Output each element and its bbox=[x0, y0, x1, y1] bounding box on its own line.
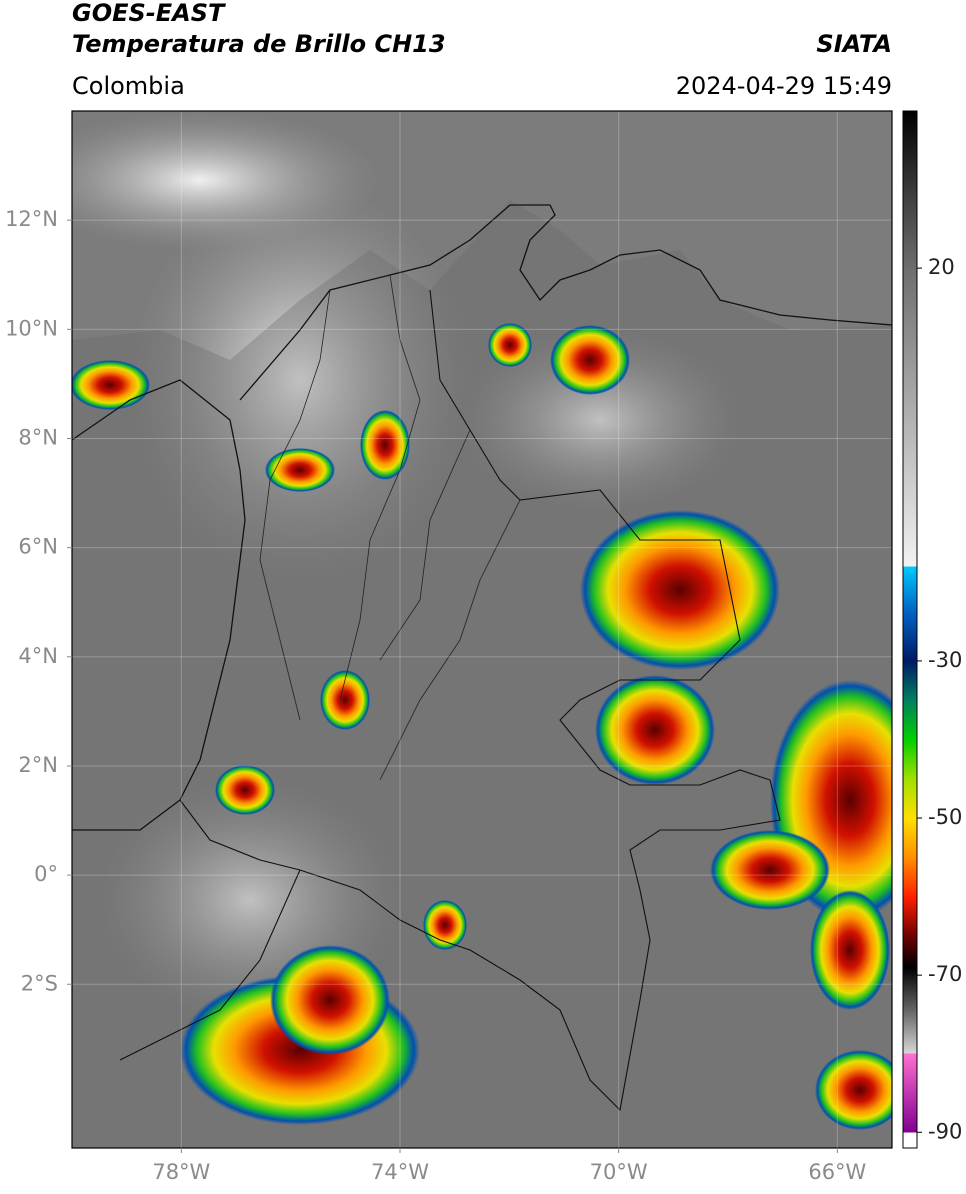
colorbar-tick-label: -70 bbox=[928, 962, 962, 986]
cloud bbox=[460, 330, 740, 510]
y-tick-label: 2°S bbox=[21, 971, 58, 995]
storm bbox=[215, 765, 275, 815]
land bbox=[72, 200, 892, 1148]
storm bbox=[265, 448, 335, 492]
storm bbox=[270, 945, 390, 1055]
satellite: GOES-EAST bbox=[72, 0, 226, 27]
y-tick-label: 8°N bbox=[18, 425, 58, 449]
colorbar-tick-label: 20 bbox=[928, 255, 955, 279]
x-tick-label: 78°W bbox=[152, 1160, 210, 1184]
satellite-image bbox=[72, 111, 892, 1148]
y-tick-label: 6°N bbox=[18, 535, 58, 559]
map-frame bbox=[71, 110, 893, 1149]
graticule bbox=[72, 111, 892, 1148]
y-tick-label: 10°N bbox=[5, 316, 58, 340]
datetime: 2024-04-29 15:49 bbox=[676, 72, 892, 100]
storm bbox=[320, 670, 370, 730]
storm bbox=[423, 900, 467, 950]
border bbox=[119, 869, 301, 1061]
storm bbox=[550, 325, 630, 395]
department-border bbox=[259, 274, 521, 781]
storm bbox=[580, 510, 780, 670]
product: Temperatura de Brillo CH13 bbox=[72, 30, 446, 58]
storm bbox=[810, 890, 890, 1010]
x-tick-label: 66°W bbox=[808, 1160, 866, 1184]
colorbar-tick-label: -90 bbox=[928, 1119, 962, 1143]
cloud bbox=[72, 111, 380, 250]
source: SIATA bbox=[816, 30, 892, 58]
x-tick-label: 70°W bbox=[590, 1160, 648, 1184]
region: Colombia bbox=[72, 72, 185, 100]
storm bbox=[595, 675, 715, 785]
x-tick-label: 74°W bbox=[371, 1160, 429, 1184]
border bbox=[179, 289, 781, 1112]
coastline bbox=[239, 204, 892, 401]
colorbar bbox=[902, 110, 918, 1149]
colorbar-tick-label: -30 bbox=[928, 648, 962, 672]
storm bbox=[360, 410, 410, 480]
colorbar-tick-label: -50 bbox=[928, 805, 962, 829]
y-tick-label: 0° bbox=[34, 862, 58, 886]
y-tick-label: 12°N bbox=[5, 207, 58, 231]
storm bbox=[72, 360, 150, 410]
storm bbox=[488, 323, 532, 367]
y-tick-label: 2°N bbox=[18, 753, 58, 777]
storm bbox=[815, 1050, 892, 1130]
storm bbox=[710, 830, 830, 910]
y-tick-label: 4°N bbox=[18, 644, 58, 668]
